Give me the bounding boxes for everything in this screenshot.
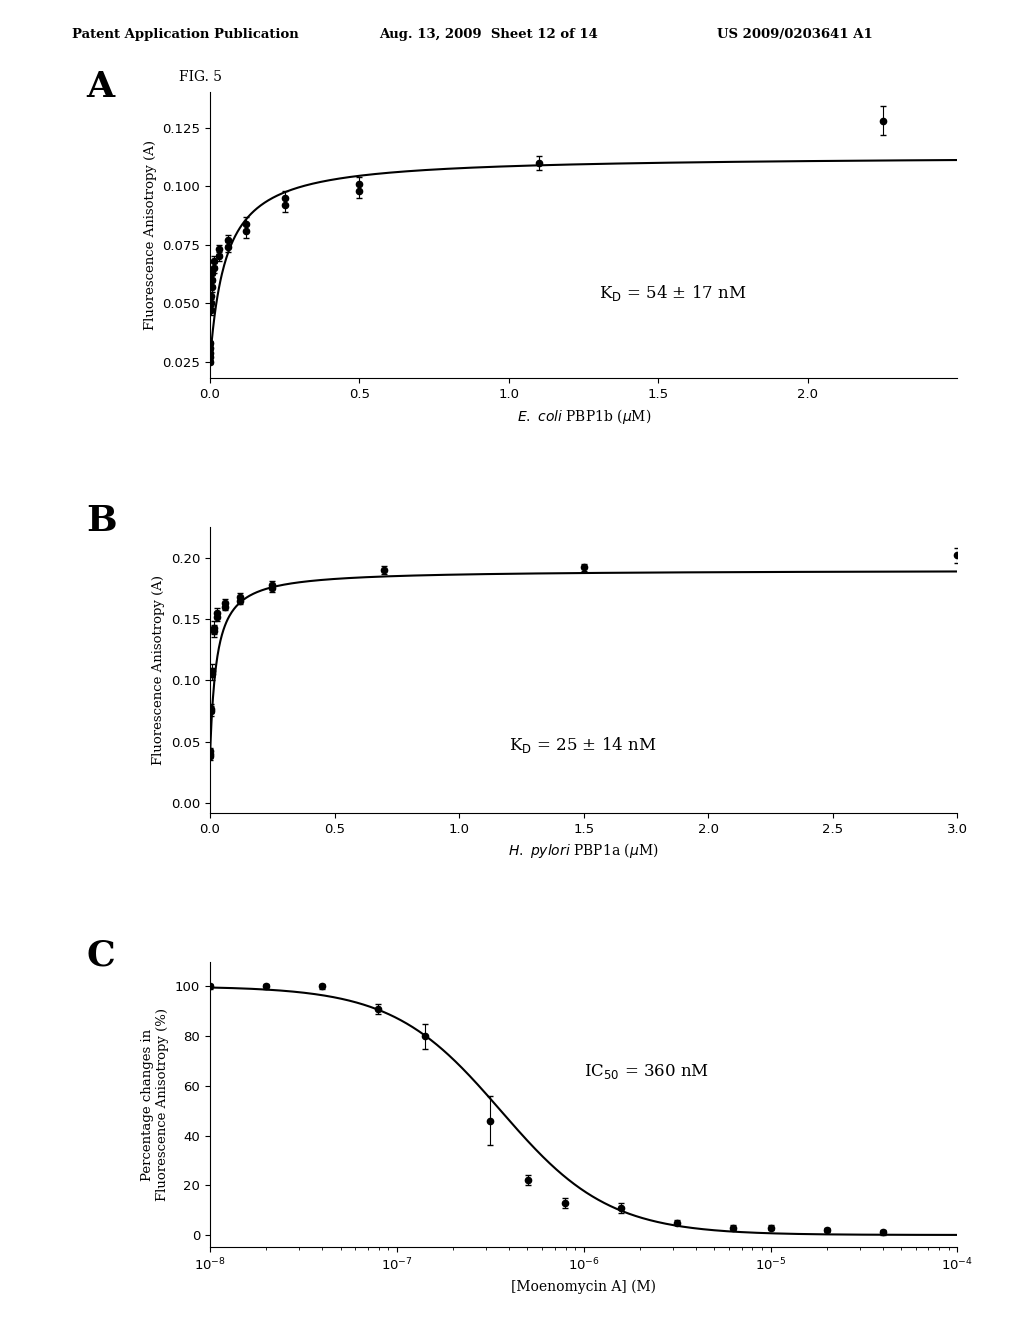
Y-axis label: Fluorescence Anisotropy (A): Fluorescence Anisotropy (A) <box>153 576 165 764</box>
Text: FIG. 5: FIG. 5 <box>179 70 222 84</box>
Text: A: A <box>87 70 115 103</box>
Text: B: B <box>87 504 117 539</box>
X-axis label: $\mathit{H.\ pylori}$ PBP1a ($\mu$M): $\mathit{H.\ pylori}$ PBP1a ($\mu$M) <box>509 841 658 861</box>
Text: US 2009/0203641 A1: US 2009/0203641 A1 <box>717 28 872 41</box>
Text: K$_\mathrm{D}$ = 25 ± 14 nM: K$_\mathrm{D}$ = 25 ± 14 nM <box>509 735 656 755</box>
Text: Patent Application Publication: Patent Application Publication <box>72 28 298 41</box>
Y-axis label: Fluorescence Anisotropy (A): Fluorescence Anisotropy (A) <box>143 140 157 330</box>
Text: IC$_{50}$ = 360 nM: IC$_{50}$ = 360 nM <box>584 1061 709 1081</box>
Y-axis label: Percentage changes in
Fluorescence Anisotropy (%): Percentage changes in Fluorescence Aniso… <box>141 1008 169 1201</box>
X-axis label: [Moenomycin A] (M): [Moenomycin A] (M) <box>511 1279 656 1294</box>
Text: Aug. 13, 2009  Sheet 12 of 14: Aug. 13, 2009 Sheet 12 of 14 <box>379 28 598 41</box>
Text: K$_\mathrm{D}$ = 54 ± 17 nM: K$_\mathrm{D}$ = 54 ± 17 nM <box>599 284 746 304</box>
Text: C: C <box>87 939 116 973</box>
X-axis label: $\mathit{E.\ coli}$ PBP1b ($\mu$M): $\mathit{E.\ coli}$ PBP1b ($\mu$M) <box>516 407 651 425</box>
